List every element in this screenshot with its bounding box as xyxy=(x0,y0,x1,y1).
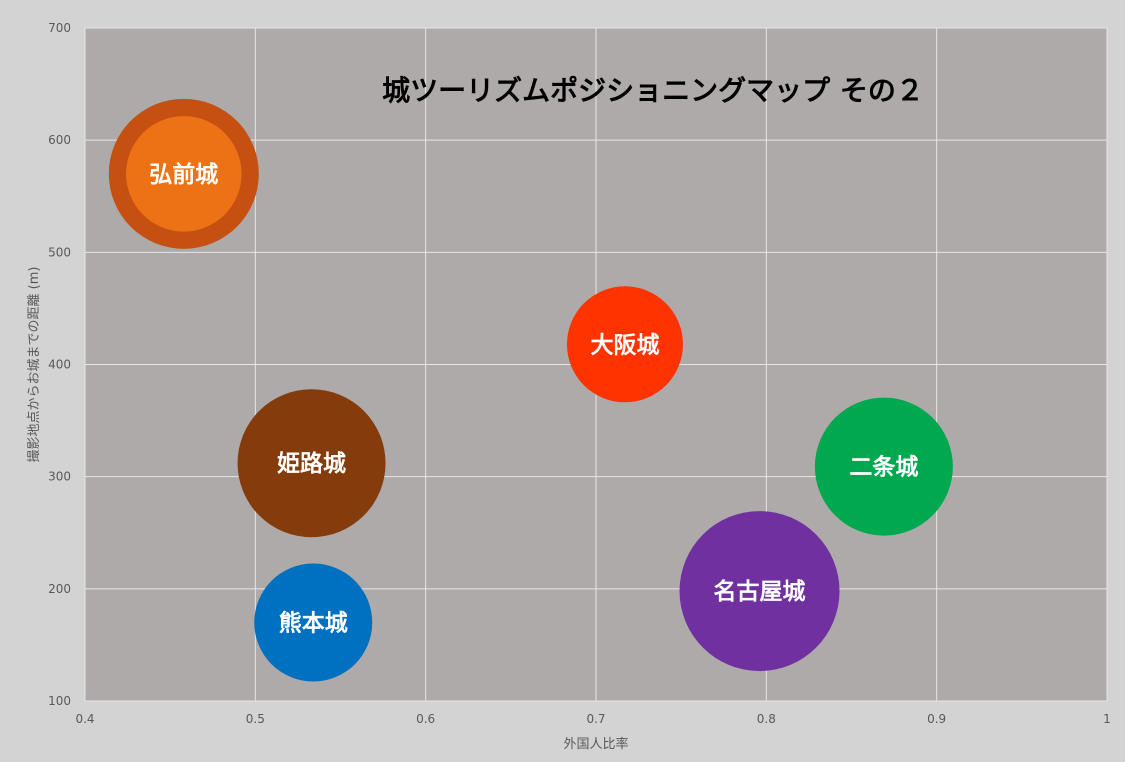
x-tick-label: 1 xyxy=(1103,712,1111,726)
bubble-label: 熊本城 xyxy=(279,609,348,636)
bubble: 弘前城 xyxy=(108,98,259,249)
bubble-circle xyxy=(814,397,953,536)
y-tick-label: 700 xyxy=(48,21,71,35)
bubble: 名古屋城 xyxy=(679,511,840,672)
bubble-label: 名古屋城 xyxy=(714,578,806,605)
y-axis-title: 撮影地点からお城までの距離 (m) xyxy=(26,267,42,463)
chart-title: 城ツーリズムポジショニングマップ その２ xyxy=(382,74,924,107)
x-tick-label: 0.7 xyxy=(586,712,605,726)
y-tick-label: 500 xyxy=(48,245,71,259)
bubble-circle xyxy=(126,116,242,232)
x-tick-label: 0.9 xyxy=(927,712,946,726)
bubble-circle xyxy=(254,563,373,682)
bubble-circle xyxy=(237,389,386,538)
x-tick-label: 0.5 xyxy=(246,712,265,726)
y-tick-label: 300 xyxy=(48,470,71,484)
y-tick-label: 400 xyxy=(48,358,71,372)
bubble-circle xyxy=(566,286,683,403)
y-tick-label: 100 xyxy=(48,694,71,708)
bubble-label: 二条城 xyxy=(849,454,918,481)
bubble-circle xyxy=(679,511,840,672)
x-axis-title: 外国人比率 xyxy=(563,736,628,752)
y-tick-label: 200 xyxy=(48,582,71,596)
bubble-label: 姫路城 xyxy=(277,450,346,477)
bubble: 大阪城 xyxy=(566,286,683,403)
bubble: 二条城 xyxy=(814,397,953,536)
bubble: 姫路城 xyxy=(237,389,386,538)
bubble-label: 弘前城 xyxy=(149,161,218,188)
x-tick-label: 0.4 xyxy=(75,712,94,726)
y-tick-label: 600 xyxy=(48,133,71,147)
bubble: 熊本城 xyxy=(254,563,373,682)
x-axis-ticks: 0.4 0.5 0.6 0.7 0.8 0.9 1 xyxy=(75,712,1110,726)
bubble-label: 大阪城 xyxy=(590,331,659,358)
x-tick-label: 0.6 xyxy=(416,712,435,726)
y-axis-ticks: 100 200 300 400 500 600 700 xyxy=(48,21,71,708)
x-tick-label: 0.8 xyxy=(757,712,776,726)
